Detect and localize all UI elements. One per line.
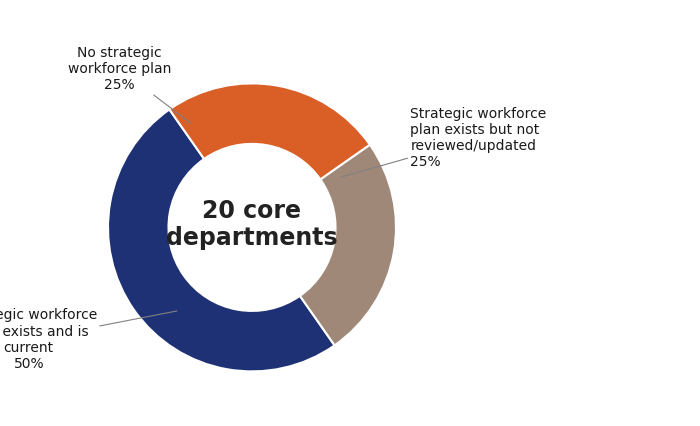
Text: No strategic
workforce plan
25%: No strategic workforce plan 25% [68,46,192,124]
Wedge shape [108,109,335,371]
Wedge shape [300,145,396,345]
Text: Strategic workforce
plan exists and is
current
50%: Strategic workforce plan exists and is c… [0,308,177,371]
Wedge shape [169,83,370,179]
Text: Strategic workforce
plan exists but not
reviewed/updated
25%: Strategic workforce plan exists but not … [342,107,547,177]
Text: 20 core
departments: 20 core departments [166,199,338,250]
